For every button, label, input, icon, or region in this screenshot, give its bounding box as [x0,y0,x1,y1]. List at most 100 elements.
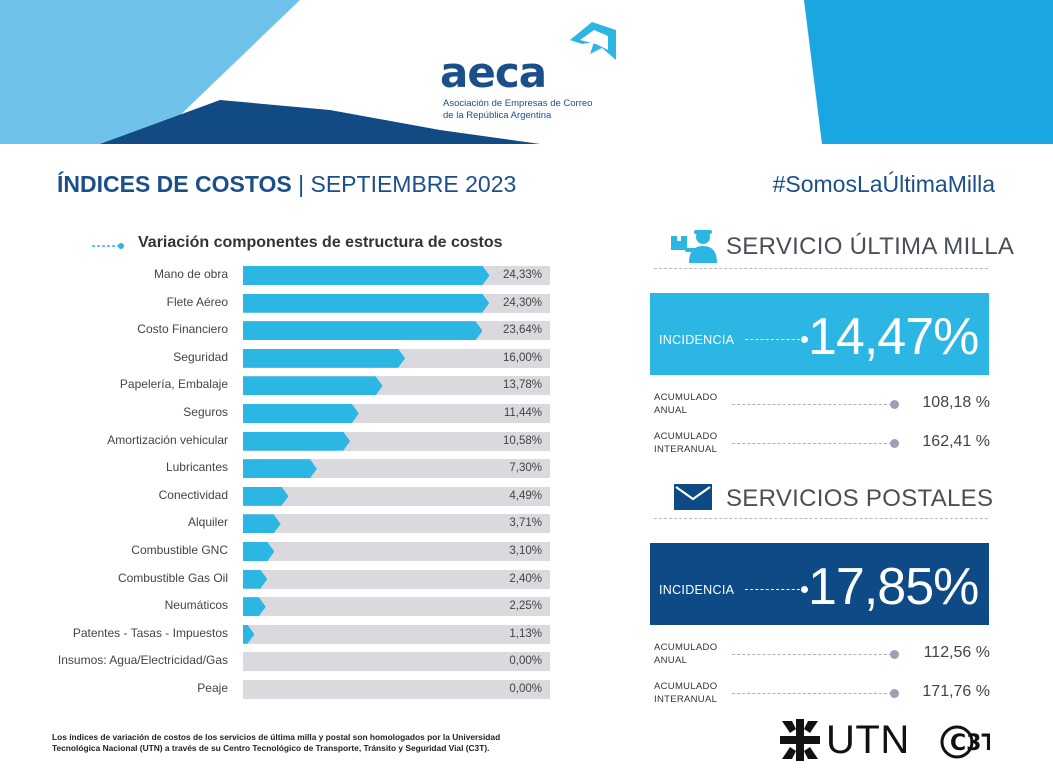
chart-category-label: Papelería, Embalaje [119,377,228,392]
chart-row: Neumáticos 2,25% [0,594,560,617]
acumulado-anual-label-line1: ACUMULADO [654,642,718,653]
chart-bar-track: 0,00% [243,680,550,699]
postales-incidence-value: 17,85% [808,558,979,616]
chart-category-label: Alquiler [187,515,228,530]
chart-value-label: 11,44% [503,407,542,419]
chart-category-label: Patentes - Tasas - Impuestos [72,625,228,640]
chart-bar [243,570,267,589]
chart-bar [243,514,281,533]
chart-value-label: 1,13% [509,627,542,640]
ultima-milla-acumulado-anual: ACUMULADO ANUAL 108,18 % [654,391,994,421]
chart-value-label: 16,00% [502,351,542,364]
acumulado-dot [890,650,899,659]
logo-subtitle-line2: de la República Argentina [443,110,552,121]
acumulado-anual-label-line2: ANUAL [654,405,688,416]
footnote-line2: Tecnológica Nacional (UTN) a través de s… [52,743,490,753]
chart-category-label: Combustible GNC [131,543,228,557]
chart-category-label: Amortización vehicular [107,432,228,447]
utn-logo-text: UTN [826,718,910,762]
footnote: Los índices de variación de costos de lo… [52,732,552,754]
chart-row: Costo Financiero 23,64% [0,318,560,341]
chart-bar [243,376,383,395]
chart-category-label: Lubricantes [165,460,228,475]
acumulado-anual-label-line1: ACUMULADO [654,392,718,403]
acumulado-dot [890,400,899,409]
chart-value-label: 24,33% [502,269,542,281]
title-main: ÍNDICES DE COSTOS [57,171,292,197]
chart-bar [243,597,266,616]
hashtag: #SomosLaÚltimaMilla [772,171,995,197]
chart-category-label: Costo Financiero [137,322,228,337]
title-period: SEPTIEMBRE 2023 [310,171,517,197]
ultima-milla-divider [654,268,988,269]
chart-category-label: Combustible Gas Oil [117,570,228,585]
acumulado-interanual-label: ACUMULADO INTERANUAL [654,430,724,456]
ultima-milla-title: SERVICIO ÚLTIMA MILLA [726,233,1015,260]
acumulado-interanual-label-line1: ACUMULADO [654,681,718,692]
chart-bar [243,404,359,423]
postales-incidence-label: INCIDENCIA [659,583,735,597]
incidence-connector [745,589,805,590]
chart-bar-track: 2,40% [243,569,550,589]
chart-bar [243,542,274,561]
chart-bar-track: 2,25% [243,597,550,617]
acumulado-anual-label: ACUMULADO ANUAL [654,391,724,417]
postales-divider [654,518,988,519]
incidence-dot [801,586,808,593]
chart-category-label: Neumáticos [164,598,228,613]
utn-emblem-icon [780,719,820,761]
acumulado-connector [732,404,892,405]
c3t-logo: C3T [940,725,990,759]
postales-acumulado-anual: ACUMULADO ANUAL 112,56 % [654,641,994,671]
chart-bar-track: 23,64% [243,321,550,341]
chart-value-label: 0,00% [509,655,542,668]
aeca-logo-text: aeca [440,48,547,97]
chart-row: Peaje 0,00% [0,677,560,699]
chart-row: Combustible GNC 3,10% [0,539,560,561]
chart-row: Seguros 11,44% [0,401,560,423]
chart-row: Combustible Gas Oil 2,40% [0,567,560,589]
chart-bar [243,349,405,368]
acumulado-interanual-label-line2: INTERANUAL [654,694,718,705]
chart-value-label: 13,78% [502,379,542,392]
chart-row: Insumos: Agua/Electricidad/Gas 0,00% [0,649,560,672]
chart-value-label: 7,30% [509,462,542,475]
acumulado-connector [732,654,892,655]
chart-category-label: Flete Aéreo [166,294,228,309]
chart-bar-track: 13,78% [243,376,550,396]
acumulado-dot [890,689,899,698]
chart-bar [243,321,482,340]
chart-bar-track: 24,33% [243,266,550,285]
chart-row: Flete Aéreo 24,30% [0,291,560,313]
chart-category-label: Seguros [183,405,228,419]
chart-bar [243,432,350,451]
chart-value-label: 23,64% [502,324,542,337]
chart-bar-track: 1,13% [243,624,550,644]
chart-bar-track: 7,30% [243,459,550,479]
acumulado-interanual-label-line2: INTERANUAL [654,444,718,455]
acumulado-anual-label-line2: ANUAL [654,655,688,666]
acumulado-interanual-value: 162,41 % [922,433,990,450]
aeca-logo-subtitle: Asociación de Empresas de Correo de la R… [443,98,633,122]
postales-title: SERVICIOS POSTALES [726,485,994,512]
ultima-milla-incidence-box: INCIDENCIA 14,47% [650,293,989,375]
chart-value-label: 24,30% [502,296,542,309]
ultima-milla-incidence-label: INCIDENCIA [659,333,735,347]
chart-row: Seguridad 16,00% [0,346,560,368]
ultima-milla-incidence-value: 14,47% [808,308,979,366]
acumulado-anual-value: 112,56 % [923,644,990,661]
chart-value-label: 3,10% [509,545,542,557]
chart-category-label: Insumos: Agua/Electricidad/Gas [57,653,228,668]
chart-value-label: 4,49% [509,489,542,502]
chart-value-label: 3,71% [509,517,542,530]
chart-category-label: Mano de obra [153,267,228,281]
acumulado-interanual-value: 171,76 % [922,683,990,700]
chart-row: Conectividad 4,49% [0,484,560,506]
chart-bar [243,625,254,644]
chart-bar [243,266,489,285]
chart-bar-track: 16,00% [243,348,550,368]
acumulado-anual-label: ACUMULADO ANUAL [654,641,724,667]
page-title: ÍNDICES DE COSTOS | SEPTIEMBRE 2023 [57,171,516,198]
chart-bar-track: 3,10% [243,542,550,561]
chart-title-bullet-icon [92,243,124,249]
